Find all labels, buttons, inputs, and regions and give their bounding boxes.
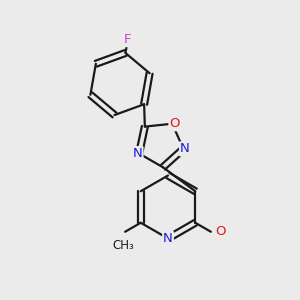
Text: N: N (133, 147, 142, 160)
Text: O: O (215, 225, 226, 238)
Text: CH₃: CH₃ (113, 239, 134, 252)
Text: N: N (163, 232, 173, 245)
Text: O: O (169, 117, 180, 130)
Text: N: N (180, 142, 190, 155)
Text: F: F (124, 33, 132, 46)
